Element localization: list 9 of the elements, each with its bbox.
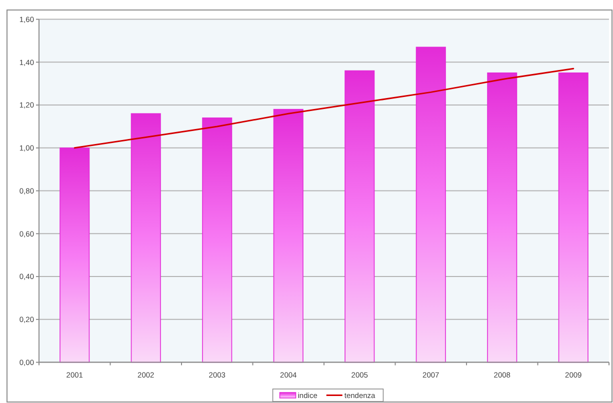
bar xyxy=(344,70,375,363)
bar xyxy=(558,72,588,363)
bar xyxy=(487,72,518,363)
line-series xyxy=(74,68,574,149)
bar xyxy=(416,46,446,363)
bar xyxy=(273,108,304,363)
bar xyxy=(130,113,161,363)
bar xyxy=(202,118,232,363)
bar xyxy=(60,148,90,363)
